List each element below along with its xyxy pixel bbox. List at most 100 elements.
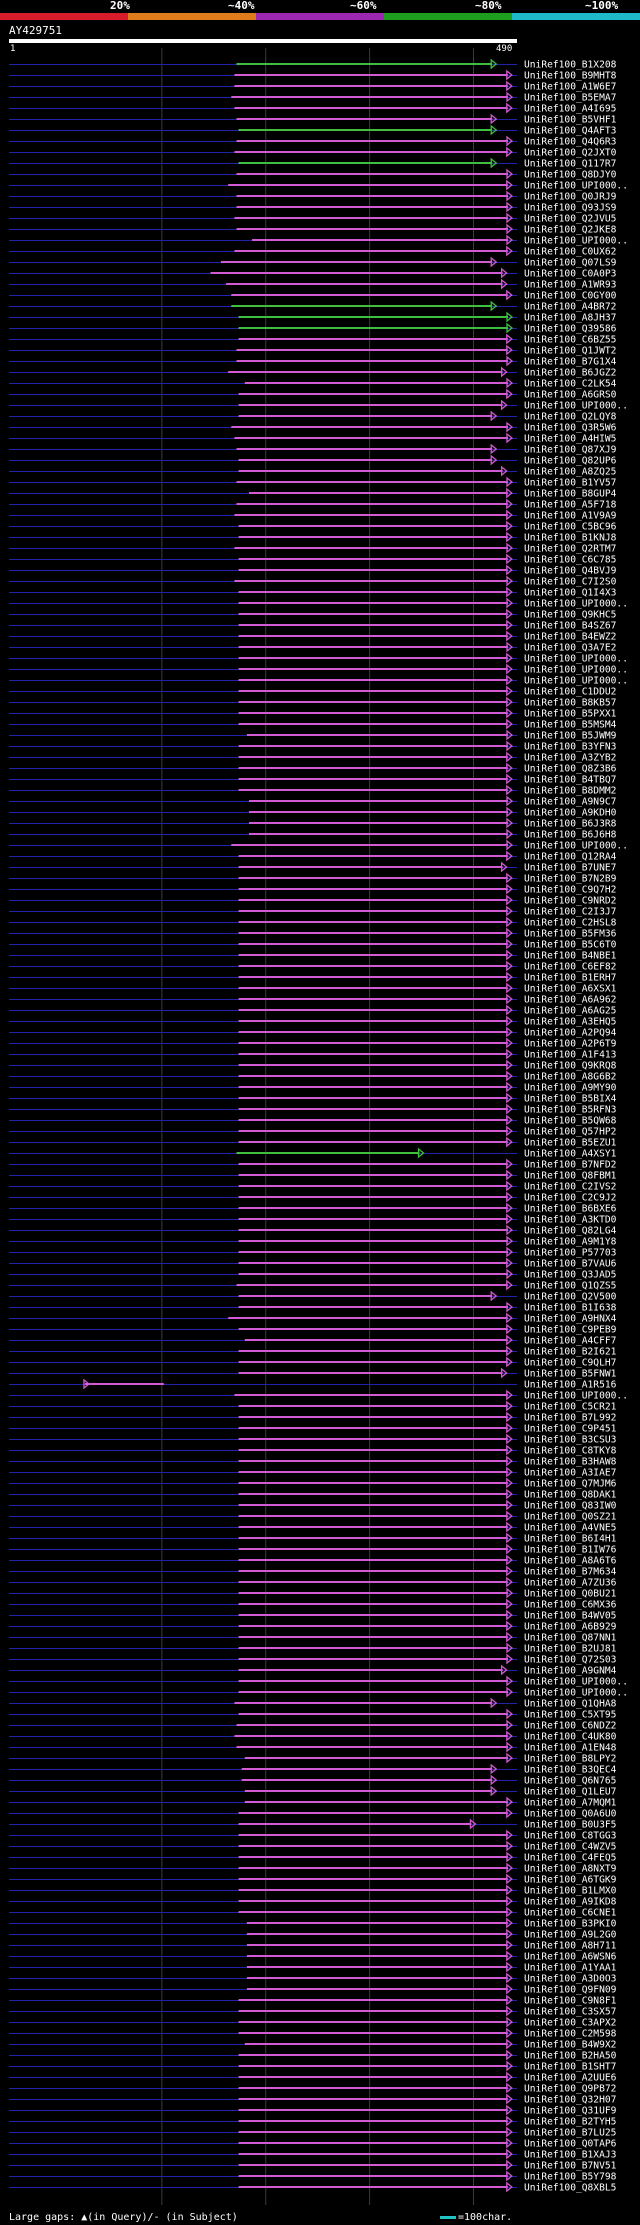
hit-label[interactable]: UniRef100_A3KTD0 bbox=[524, 1215, 617, 1226]
hit-row[interactable]: UniRef100_B7UNE7 bbox=[9, 861, 617, 874]
hit-row[interactable]: UniRef100_B6J6H8 bbox=[9, 828, 617, 841]
hit-label[interactable]: UniRef100_Q0TAP6 bbox=[524, 2139, 617, 2150]
hit-row[interactable]: UniRef100_A9GNM4 bbox=[9, 1664, 617, 1677]
hit-label[interactable]: UniRef100_C6MX36 bbox=[524, 1600, 617, 1611]
hit-label[interactable]: UniRef100_B7LU25 bbox=[524, 2128, 616, 2139]
hit-label[interactable]: UniRef100_Q4Q6R3 bbox=[524, 137, 617, 148]
hit-label[interactable]: UniRef100_B5JWM9 bbox=[524, 731, 617, 742]
hit-label[interactable]: UniRef100_Q8XBL5 bbox=[524, 2183, 616, 2194]
hit-label[interactable]: UniRef100_UPI000.. bbox=[524, 841, 628, 852]
hit-label[interactable]: UniRef100_B1LMX0 bbox=[524, 1886, 617, 1897]
hit-label[interactable]: UniRef100_UPI000.. bbox=[524, 654, 628, 665]
hit-label[interactable]: UniRef100_C2HSL8 bbox=[524, 918, 617, 929]
hit-row[interactable]: UniRef100_B4EWZ2 bbox=[9, 630, 616, 643]
hit-row[interactable]: UniRef100_B3PKI0 bbox=[9, 1917, 617, 1930]
hit-row[interactable]: UniRef100_B4NBE1 bbox=[9, 949, 617, 962]
hit-row[interactable]: UniRef100_C0GY00 bbox=[9, 289, 617, 302]
hit-label[interactable]: UniRef100_UPI000.. bbox=[524, 181, 628, 192]
hit-label[interactable]: UniRef100_C6BZ55 bbox=[524, 335, 616, 346]
hit-row[interactable]: UniRef100_Q8XBL5 bbox=[9, 2181, 616, 2194]
hit-label[interactable]: UniRef100_A6A962 bbox=[524, 995, 616, 1006]
hit-row[interactable]: UniRef100_Q4BVJ9 bbox=[9, 564, 617, 577]
hit-row[interactable]: UniRef100_B2I621 bbox=[9, 1345, 617, 1358]
hit-row[interactable]: UniRef100_A6WSN6 bbox=[9, 1950, 617, 1963]
hit-row[interactable]: UniRef100_Q6N765 bbox=[9, 1774, 616, 1787]
hit-label[interactable]: UniRef100_Q2LQY8 bbox=[524, 412, 617, 423]
hit-row[interactable]: UniRef100_B6BXE6 bbox=[9, 1202, 617, 1215]
hit-row[interactable]: UniRef100_Q87XJ9 bbox=[9, 443, 617, 456]
hit-label[interactable]: UniRef100_C9PEB9 bbox=[524, 1325, 617, 1336]
hit-label[interactable]: UniRef100_B7VAU6 bbox=[524, 1259, 617, 1270]
hit-label[interactable]: UniRef100_Q6N765 bbox=[524, 1776, 616, 1787]
hit-row[interactable]: UniRef100_Q83IW0 bbox=[9, 1499, 617, 1512]
hit-label[interactable]: UniRef100_Q12RA4 bbox=[524, 852, 617, 863]
hit-label[interactable]: UniRef100_UPI000.. bbox=[524, 1688, 628, 1699]
hit-label[interactable]: UniRef100_UPI000.. bbox=[524, 1391, 628, 1402]
hit-label[interactable]: UniRef100_B1KNJ8 bbox=[524, 533, 617, 544]
hit-row[interactable]: UniRef100_A9L2G0 bbox=[9, 1928, 617, 1941]
hit-label[interactable]: UniRef100_A3ZYB2 bbox=[524, 753, 616, 764]
hit-label[interactable]: UniRef100_C6CNE1 bbox=[524, 1908, 617, 1919]
hit-label[interactable]: UniRef100_A1YAA1 bbox=[524, 1963, 617, 1974]
hit-row[interactable]: UniRef100_A1W6E7 bbox=[9, 80, 617, 93]
hit-label[interactable]: UniRef100_A6XSX1 bbox=[524, 984, 617, 995]
hit-row[interactable]: UniRef100_Q82UP6 bbox=[9, 454, 617, 467]
hit-row[interactable]: UniRef100_B5C6T0 bbox=[9, 938, 617, 951]
hit-row[interactable]: UniRef100_B4SZ67 bbox=[9, 619, 617, 632]
hit-row[interactable]: UniRef100_A6AG25 bbox=[9, 1004, 616, 1017]
hit-row[interactable]: UniRef100_A1EN48 bbox=[9, 1741, 617, 1754]
hit-row[interactable]: UniRef100_B5RFN3 bbox=[9, 1103, 617, 1116]
hit-label[interactable]: UniRef100_A9IKD8 bbox=[524, 1897, 617, 1908]
hit-label[interactable]: UniRef100_Q93JS9 bbox=[524, 203, 617, 214]
hit-label[interactable]: UniRef100_B5EZU1 bbox=[524, 1138, 617, 1149]
hit-label[interactable]: UniRef100_B6I4H1 bbox=[524, 1534, 617, 1545]
hit-row[interactable]: UniRef100_B5JWM9 bbox=[9, 729, 617, 742]
hit-row[interactable]: UniRef100_B7NV51 bbox=[9, 2159, 617, 2172]
hit-row[interactable]: UniRef100_C1DDU2 bbox=[9, 685, 616, 698]
hit-row[interactable]: UniRef100_C2C9J2 bbox=[9, 1191, 616, 1204]
hit-row[interactable]: UniRef100_C3SX57 bbox=[9, 2005, 617, 2018]
hit-row[interactable]: UniRef100_A6B929 bbox=[9, 1620, 617, 1633]
hit-label[interactable]: UniRef100_Q0BU21 bbox=[524, 1589, 617, 1600]
hit-row[interactable]: UniRef100_A8ZQ25 bbox=[9, 465, 616, 478]
hit-label[interactable]: UniRef100_A9M1Y8 bbox=[524, 1237, 617, 1248]
hit-row[interactable]: UniRef100_A9HNX4 bbox=[9, 1312, 617, 1325]
hit-row[interactable]: UniRef100_Q2LQY8 bbox=[9, 410, 617, 423]
hit-row[interactable]: UniRef100_C2IVS2 bbox=[9, 1180, 616, 1193]
hit-label[interactable]: UniRef100_B8DMM2 bbox=[524, 786, 616, 797]
hit-label[interactable]: UniRef100_Q82UP6 bbox=[524, 456, 617, 467]
hit-label[interactable]: UniRef100_A9N9C7 bbox=[524, 797, 617, 808]
hit-label[interactable]: UniRef100_B7L992 bbox=[524, 1413, 616, 1424]
hit-row[interactable]: UniRef100_Q82LG4 bbox=[9, 1224, 617, 1237]
hit-row[interactable]: UniRef100_Q1JWT2 bbox=[9, 344, 616, 357]
hit-label[interactable]: UniRef100_Q1JWT2 bbox=[524, 346, 616, 357]
hit-label[interactable]: UniRef100_A2PQ94 bbox=[524, 1028, 617, 1039]
hit-label[interactable]: UniRef100_Q1QHA8 bbox=[524, 1699, 617, 1710]
hit-label[interactable]: UniRef100_B1IW76 bbox=[524, 1545, 617, 1556]
hit-row[interactable]: UniRef100_B6JGZ2 bbox=[9, 366, 616, 379]
hit-row[interactable]: UniRef100_Q2JKE8 bbox=[9, 223, 617, 236]
hit-label[interactable]: UniRef100_B1YV57 bbox=[524, 478, 617, 489]
hit-row[interactable]: UniRef100_B1ERH7 bbox=[9, 971, 617, 984]
hit-row[interactable]: UniRef100_C5CR21 bbox=[9, 1400, 617, 1413]
hit-row[interactable]: UniRef100_B9MHT8 bbox=[9, 69, 617, 82]
hit-label[interactable]: UniRef100_Q9KRQ8 bbox=[524, 1061, 617, 1072]
hit-label[interactable]: UniRef100_A8NXT9 bbox=[524, 1864, 617, 1875]
hit-label[interactable]: UniRef100_C6EF82 bbox=[524, 962, 616, 973]
hit-label[interactable]: UniRef100_A6WSN6 bbox=[524, 1952, 617, 1963]
hit-label[interactable]: UniRef100_Q87NN1 bbox=[524, 1633, 617, 1644]
hit-row[interactable]: UniRef100_UPI000.. bbox=[9, 652, 628, 665]
hit-label[interactable]: UniRef100_Q1QZS5 bbox=[524, 1281, 616, 1292]
hit-label[interactable]: UniRef100_B5BIX4 bbox=[524, 1094, 617, 1105]
hit-row[interactable]: UniRef100_C6NDZ2 bbox=[9, 1719, 616, 1732]
hit-label[interactable]: UniRef100_B5MSM4 bbox=[524, 720, 617, 731]
hit-row[interactable]: UniRef100_C9N8F1 bbox=[9, 1994, 617, 2007]
hit-label[interactable]: UniRef100_C9QLH7 bbox=[524, 1358, 617, 1369]
hit-label[interactable]: UniRef100_C4UK80 bbox=[524, 1732, 617, 1743]
hit-label[interactable]: UniRef100_Q32H07 bbox=[524, 2095, 617, 2106]
hit-label[interactable]: UniRef100_B1SHT7 bbox=[524, 2062, 617, 2073]
hit-row[interactable]: UniRef100_Q1LEU7 bbox=[9, 1785, 617, 1798]
hit-label[interactable]: UniRef100_A2UUE6 bbox=[524, 2073, 617, 2084]
hit-row[interactable]: UniRef100_A5F718 bbox=[9, 498, 617, 511]
hit-row[interactable]: UniRef100_A8NXT9 bbox=[9, 1862, 617, 1875]
